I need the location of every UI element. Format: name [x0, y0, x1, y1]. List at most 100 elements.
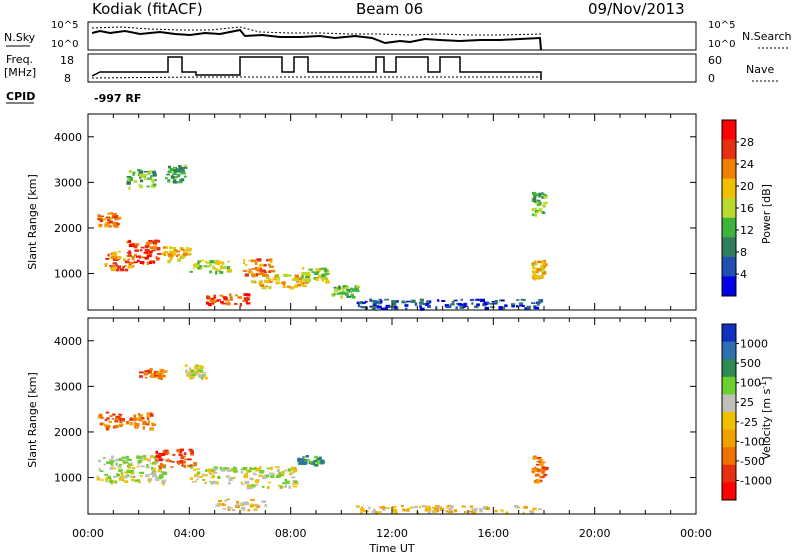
velocity-echo-cell — [150, 413, 154, 417]
power-echo-cell — [254, 281, 257, 284]
velocity-echo-cell — [298, 458, 304, 461]
power-echo-cell — [295, 278, 299, 282]
power-ytick-label: 3000 — [54, 176, 82, 189]
power-echo-cell — [228, 293, 232, 297]
power-echo-cell — [303, 278, 308, 282]
velocity-echo-cell — [190, 452, 194, 456]
velocity-echo-cell — [114, 480, 118, 484]
power-echo-cell — [349, 287, 353, 291]
velocity-echo-cell — [224, 499, 227, 502]
power-echo-cell — [350, 293, 355, 295]
velocity-echo-cell — [151, 422, 154, 426]
velocity-echo-cell — [307, 459, 310, 462]
power-echo-cell — [219, 271, 224, 274]
velocity-echo-cell — [192, 371, 197, 374]
power-echo-cell — [127, 258, 131, 261]
velocity-echo-cell — [266, 467, 270, 470]
velocity-echo-cell — [103, 463, 107, 466]
velocity-echo-cell — [219, 466, 222, 470]
power-echo-cell — [171, 175, 175, 179]
velocity-echo-cell — [202, 478, 205, 481]
velocity-echo-cell — [219, 503, 222, 506]
velocity-echo-cell — [539, 479, 543, 483]
power-echo-cell — [471, 298, 474, 301]
velocity-echo-cell — [249, 477, 254, 480]
velocity-echo-cell — [283, 486, 286, 488]
power-echo-cell — [537, 268, 542, 272]
velocity-echo-cell — [179, 459, 184, 463]
power-echo-cell — [502, 306, 506, 310]
freq-tick-top: 18 — [60, 54, 74, 67]
power-colorbar-tick-label: 24 — [740, 158, 754, 171]
power-echo-cell — [150, 175, 153, 178]
power-echo-cell — [173, 168, 176, 172]
power-echo-cell — [100, 215, 104, 217]
power-echo-cell — [405, 307, 408, 310]
velocity-echo-cell — [236, 500, 240, 504]
power-echo-cell — [166, 173, 170, 176]
power-echo-cell — [146, 254, 152, 258]
velocity-echo-cell — [279, 485, 283, 489]
power-echo-cell — [144, 244, 149, 249]
power-echo-cell — [156, 258, 160, 261]
power-echo-cell — [325, 280, 330, 284]
velocity-y-axis: 1000 2000 3000 4000 — [54, 335, 696, 485]
nave-tick-bottom: 0 — [708, 72, 715, 85]
velocity-echo-cell — [431, 510, 435, 513]
velocity-echo-cell — [130, 462, 133, 465]
power-echo-region — [162, 246, 192, 264]
power-echo-cell — [147, 172, 151, 175]
velocity-echo-cell — [181, 464, 184, 467]
velocity-echo-cell — [300, 459, 304, 463]
power-echo-cell — [206, 295, 210, 298]
velocity-echo-cell — [246, 486, 250, 490]
velocity-echo-cell — [189, 464, 193, 467]
velocity-echo-cell — [208, 480, 211, 483]
velocity-echo-region — [531, 455, 549, 484]
power-echo-cell — [221, 302, 227, 305]
power-echo-cell — [269, 265, 274, 268]
power-echo-cell — [124, 260, 130, 264]
power-echo-cell — [340, 295, 344, 299]
power-echo-region — [242, 258, 276, 277]
power-echo-cell — [411, 299, 416, 304]
freq-line — [91, 56, 542, 80]
power-echo-cell — [266, 279, 269, 284]
power-echo-cell — [484, 306, 489, 310]
power-echo-cell — [251, 274, 255, 278]
power-echo-cell — [463, 303, 466, 306]
velocity-echo-cell — [201, 473, 205, 477]
velocity-echo-cell — [109, 467, 113, 470]
power-echo-region — [205, 293, 251, 307]
power-echo-cell — [272, 277, 278, 281]
velocity-echo-cell — [536, 457, 542, 460]
velocity-echo-cell — [505, 511, 509, 514]
velocity-echo-cell — [112, 413, 116, 416]
power-echo-cell — [533, 260, 537, 264]
power-echo-cell — [171, 247, 177, 250]
velocity-echo-cell — [530, 511, 535, 515]
velocity-colorbar-swatch — [722, 464, 736, 483]
power-echo-cell — [540, 260, 545, 264]
power-echo-cell — [345, 289, 351, 291]
freq-tick-bottom: 8 — [64, 72, 71, 85]
power-echo-cell — [246, 293, 249, 297]
x-tick-label: 16:00 — [477, 527, 509, 540]
power-echo-cell — [122, 265, 125, 269]
velocity-echo-cell — [243, 474, 249, 479]
velocity-echo-cell — [105, 411, 110, 414]
power-echo-cell — [157, 253, 162, 255]
power-echo-cell — [533, 198, 536, 202]
velocity-echo-cell — [262, 475, 267, 480]
velocity-echo-region — [297, 455, 326, 467]
power-echo-region — [531, 191, 548, 217]
velocity-echo-cell — [146, 417, 150, 420]
power-echo-cell — [106, 219, 110, 221]
velocity-colorbar-tick-label: 100 — [740, 377, 761, 390]
power-echo-cell — [338, 285, 341, 289]
power-echo-cell — [321, 278, 324, 282]
power-echo-cell — [186, 247, 189, 250]
velocity-echo-cell — [391, 505, 397, 508]
velocity-echo-cell — [231, 508, 235, 512]
velocity-echo-cell — [292, 471, 295, 474]
